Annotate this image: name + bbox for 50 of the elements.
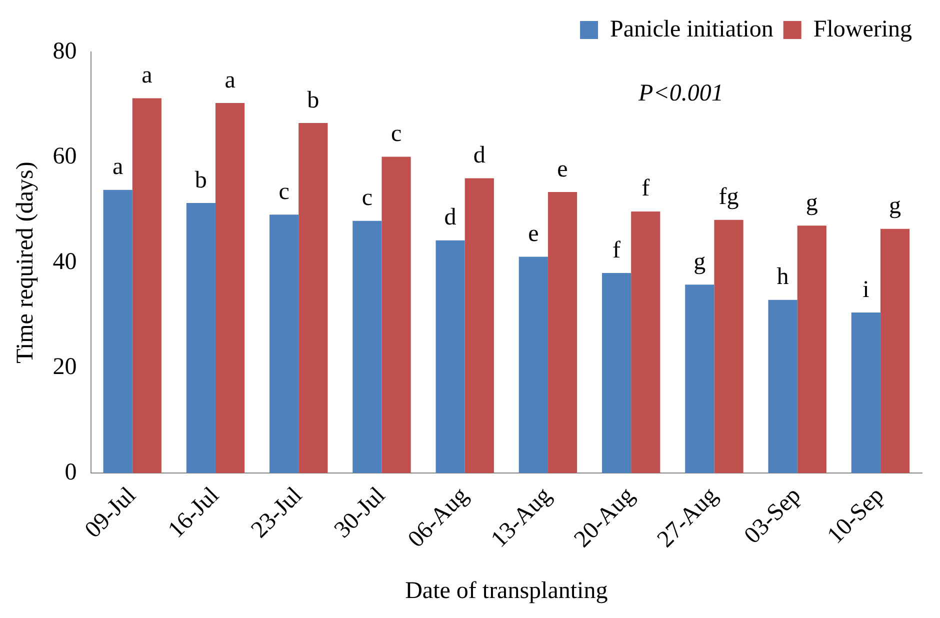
- bar: [548, 192, 578, 473]
- bar: [685, 284, 714, 473]
- annotation: e: [528, 221, 539, 247]
- bar: [270, 214, 299, 473]
- bar: [298, 123, 328, 473]
- y-tick-label: 80: [52, 38, 77, 64]
- y-tick-label: 0: [64, 459, 77, 486]
- bar: [880, 228, 910, 473]
- annotation: b: [307, 87, 320, 114]
- y-axis-title: Time required (days): [12, 162, 39, 364]
- bar: [436, 240, 465, 473]
- bar: [851, 312, 880, 473]
- annotation: P<0.001: [638, 80, 724, 106]
- bar: [797, 226, 826, 473]
- annotation: b: [194, 167, 207, 194]
- annotation: i: [862, 276, 870, 303]
- annotation: h: [776, 264, 789, 290]
- legend-label: Panicle initiation: [610, 16, 774, 42]
- bar: [631, 211, 660, 473]
- annotation: fg: [718, 184, 739, 210]
- y-tick-label: 20: [52, 354, 77, 380]
- annotation: d: [444, 204, 456, 231]
- annotation: a: [142, 62, 153, 89]
- annotation: f: [612, 237, 621, 264]
- annotation: c: [390, 121, 402, 148]
- bar: [464, 178, 494, 473]
- bar: [352, 220, 382, 473]
- bar: [103, 190, 132, 473]
- bar: [714, 220, 744, 473]
- bar: [186, 203, 216, 473]
- bar: [215, 103, 245, 473]
- annotation: g: [694, 248, 706, 275]
- bar: [518, 256, 548, 473]
- annotation: a: [112, 154, 124, 180]
- bar: [382, 156, 411, 473]
- bar: [602, 273, 632, 473]
- annotation: c: [362, 185, 372, 212]
- annotation: e: [557, 156, 568, 182]
- annotation: c: [278, 178, 290, 205]
- annotation: d: [473, 142, 486, 169]
- y-tick-label: 40: [52, 248, 77, 275]
- legend-label: Flowering: [813, 16, 912, 42]
- annotation: g: [888, 193, 901, 220]
- y-tick-label: 60: [52, 144, 77, 170]
- annotation: g: [806, 190, 818, 216]
- x-axis-title: Date of transplanting: [405, 578, 608, 604]
- annotation: a: [224, 67, 236, 94]
- annotation: f: [642, 176, 650, 202]
- bar: [768, 300, 798, 473]
- bar: [132, 98, 162, 473]
